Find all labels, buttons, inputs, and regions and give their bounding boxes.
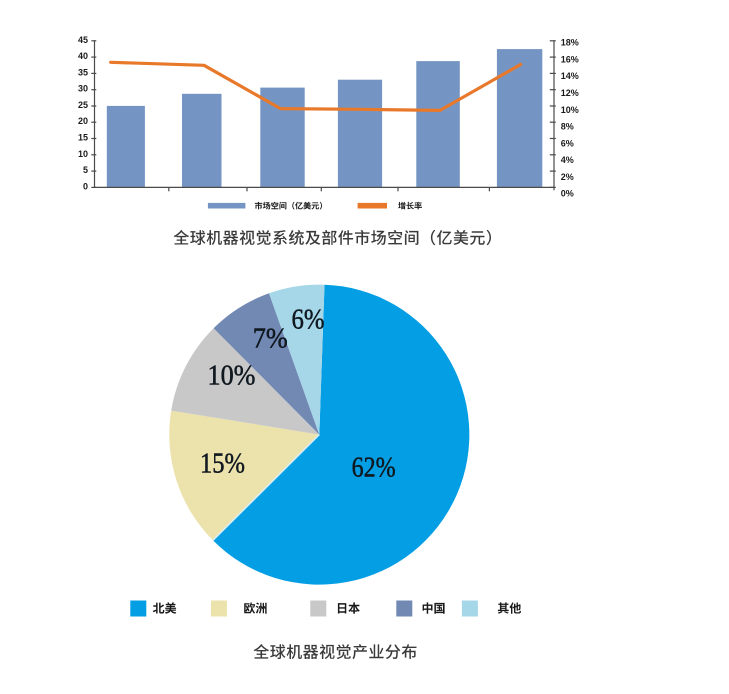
svg-text:0%: 0% xyxy=(561,189,574,199)
svg-text:14%: 14% xyxy=(561,71,579,81)
svg-text:2%: 2% xyxy=(561,172,574,182)
svg-text:35: 35 xyxy=(78,67,88,77)
svg-text:5: 5 xyxy=(83,165,88,175)
svg-text:62%: 62% xyxy=(352,453,396,484)
svg-text:12%: 12% xyxy=(561,88,579,98)
svg-text:4%: 4% xyxy=(561,155,574,165)
svg-text:25: 25 xyxy=(78,100,88,110)
svg-text:18%: 18% xyxy=(561,38,579,48)
svg-text:6%: 6% xyxy=(292,305,325,336)
svg-text:10%: 10% xyxy=(561,105,579,115)
svg-text:40: 40 xyxy=(78,51,88,61)
svg-text:10%: 10% xyxy=(208,361,256,392)
svg-text:7%: 7% xyxy=(253,324,288,355)
svg-text:15: 15 xyxy=(78,133,88,143)
svg-text:15%: 15% xyxy=(200,449,245,480)
svg-text:45: 45 xyxy=(78,35,88,45)
svg-text:30: 30 xyxy=(78,84,88,94)
svg-text:8%: 8% xyxy=(561,122,574,132)
svg-text:0: 0 xyxy=(83,181,88,191)
svg-text:6%: 6% xyxy=(561,138,574,148)
svg-text:10: 10 xyxy=(78,149,88,159)
svg-text:16%: 16% xyxy=(561,54,579,64)
svg-text:20: 20 xyxy=(78,116,88,126)
